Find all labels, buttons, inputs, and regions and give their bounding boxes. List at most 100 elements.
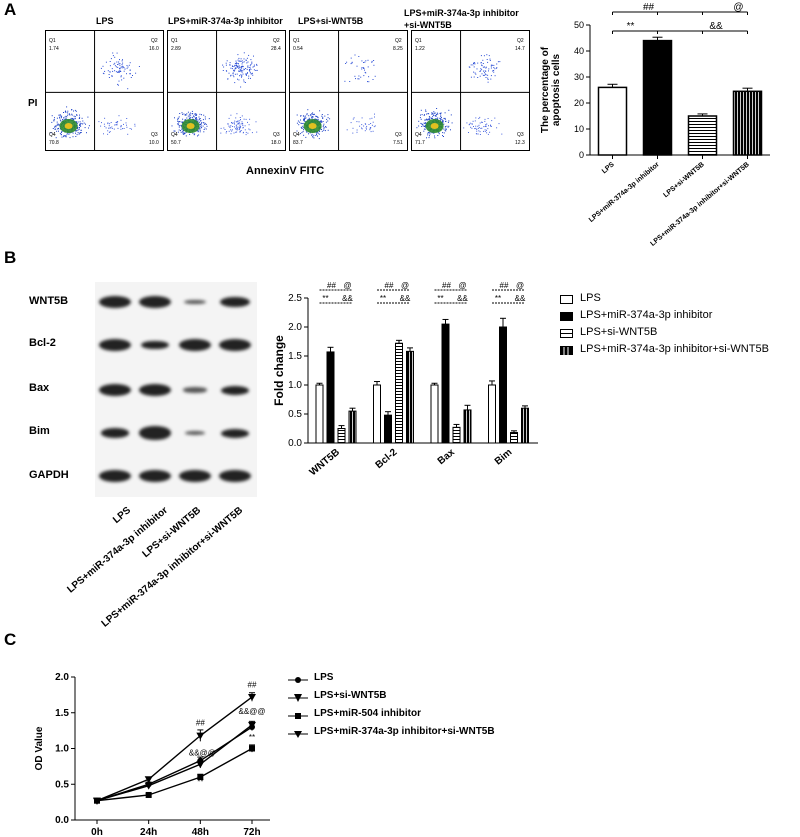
flow-event-dot [126, 73, 127, 75]
flow-event-dot [203, 114, 205, 116]
flow-event-dot [316, 132, 318, 134]
flow-event-dot [479, 70, 481, 72]
flow-event-dot [192, 113, 194, 115]
flow-event-dot [486, 54, 488, 56]
flow-q3-name: Q3 [151, 132, 158, 138]
flow-event-dot [236, 113, 238, 115]
flow-event-dot [63, 136, 65, 138]
flow-event-dot [476, 130, 478, 132]
blot-band [183, 387, 207, 393]
od-legend-item-mir504: LPS+miR-504 inhibitor [288, 708, 548, 726]
flow-event-dot [443, 132, 445, 134]
flow-event-dot [490, 125, 492, 127]
blot-label-bax: Bax [29, 382, 50, 394]
flow-event-dot [120, 126, 122, 128]
flow-event-dot [108, 131, 110, 133]
flow-event-dot [241, 60, 243, 62]
y-tick-label: 1.0 [288, 380, 302, 391]
flow-event-dot [442, 135, 443, 137]
flow-event-dot [310, 114, 312, 115]
flow-event-dot [180, 124, 182, 126]
flow-event-dot [446, 125, 448, 127]
flow-event-dot [77, 126, 79, 128]
flow-event-dot [374, 125, 376, 127]
flow-event-dot [441, 119, 443, 121]
flow-event-dot [303, 134, 305, 136]
flow-event-dot [355, 78, 356, 80]
flow-event-dot [135, 72, 137, 74]
flow-event-dot [117, 84, 119, 86]
flow-event-dot [58, 123, 60, 125]
flow-event-dot [237, 78, 238, 80]
flow-event-dot [237, 123, 239, 125]
flow-event-dot [115, 124, 117, 126]
flow-event-dot [245, 73, 247, 75]
flow-event-dot [251, 62, 253, 64]
flow-event-dot [109, 127, 111, 129]
flow-event-dot [443, 136, 444, 137]
flow-event-dot [134, 123, 136, 125]
flow-event-dot [361, 124, 363, 126]
flow-event-dot [241, 71, 243, 73]
flow-event-dot [55, 128, 57, 130]
flow-event-dot [312, 113, 314, 115]
flow-event-dot [316, 133, 317, 135]
flow-event-dot [253, 64, 255, 66]
flow-event-dot [222, 70, 224, 71]
flow-event-dot [78, 117, 80, 119]
flow-event-dot [203, 122, 205, 124]
flow-event-dot [122, 66, 124, 68]
flow-event-dot [422, 123, 424, 125]
x-tick-label: LPS+miR-374a-3p inhibitor+si-WNT5B [649, 161, 750, 248]
flow-event-dot [117, 71, 119, 73]
flow-q4-value: 50.7 [171, 140, 181, 146]
flow-event-dot [486, 123, 488, 125]
od-line-chart: 0.0 0.5 1.0 1.5 2.0 OD Value 0h 24h 48h 72h ## &&@@… [34, 672, 270, 837]
flow-event-dot [56, 123, 58, 125]
flow-event-dot [236, 131, 238, 133]
data-point [144, 776, 153, 784]
flow-event-dot [238, 63, 239, 65]
flow-event-dot [118, 115, 120, 117]
x-tick-label: WNT5B [308, 447, 342, 478]
series-line [96, 696, 253, 802]
flow-event-dot [300, 115, 302, 117]
flow-event-dot [482, 63, 484, 64]
flow-event-dot [74, 116, 76, 118]
flow-event-dot [474, 128, 476, 130]
flow-event-dot [474, 72, 476, 74]
flow-event-dot [198, 128, 200, 130]
flow-event-dot [180, 131, 182, 133]
flow-event-dot [424, 125, 426, 127]
flow-event-dot [361, 67, 363, 69]
flow-event-dot [233, 70, 235, 72]
flow-event-dot [235, 121, 237, 123]
flow-event-dot [54, 126, 55, 128]
flow-event-dot [253, 65, 255, 67]
flow-event-dot [238, 79, 240, 81]
flow-event-dot [323, 129, 325, 131]
flow-event-dot [473, 63, 474, 64]
flow-event-dot [369, 128, 371, 130]
flow-event-dot [249, 70, 251, 72]
flow-q3-value: 18.0 [271, 140, 281, 146]
flow-event-dot [300, 126, 302, 128]
flow-event-dot [245, 118, 247, 120]
flow-event-dot [114, 70, 116, 72]
flow-event-dot [306, 113, 308, 115]
flow-title-siwnt5b: LPS+si-WNT5B [298, 16, 364, 26]
flow-event-dot [344, 80, 346, 82]
flow-event-dot [442, 120, 444, 122]
flow-event-dot [428, 118, 430, 119]
flow-event-dot [239, 67, 241, 69]
flow-event-dot [88, 125, 90, 127]
y-axis-label: OD Value [34, 726, 45, 770]
flow-event-dot [116, 52, 118, 54]
flow-event-dot [113, 63, 115, 65]
flow-event-dot [365, 123, 367, 125]
flow-event-dot [436, 112, 438, 114]
flow-event-dot [199, 118, 201, 120]
flow-event-dot [56, 117, 58, 119]
series-line [96, 726, 253, 802]
flow-event-dot [247, 65, 249, 67]
